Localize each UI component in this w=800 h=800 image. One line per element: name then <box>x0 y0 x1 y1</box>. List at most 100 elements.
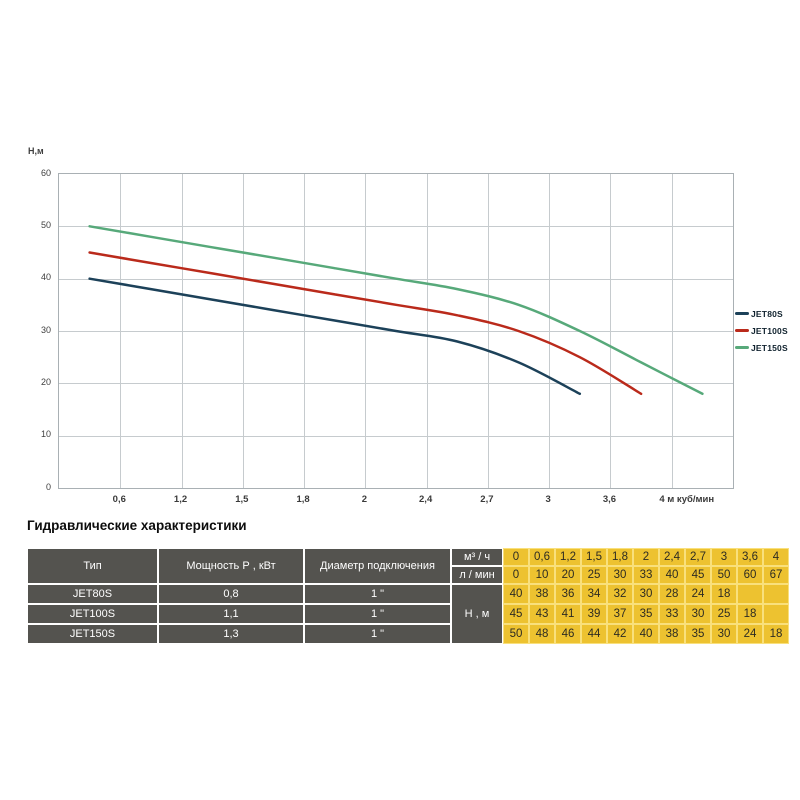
v-gridline <box>120 174 122 488</box>
v-gridline <box>549 174 551 488</box>
flow-lmin-value: 45 <box>686 567 710 583</box>
legend-line-swatch <box>735 345 749 350</box>
x-tick-label: 1,8 <box>296 494 310 505</box>
pump-power: 1,3 <box>159 625 303 643</box>
legend-line-swatch <box>735 328 749 333</box>
pump-diameter: 1 " <box>305 625 450 643</box>
chart-legend: JET80S JET100S JET150S <box>735 305 788 356</box>
head-value: 34 <box>582 585 606 603</box>
head-value: 33 <box>660 605 684 623</box>
flow-unit-lmin: л / мин <box>452 567 502 583</box>
head-value <box>738 585 762 603</box>
x-tick-label: 0,6 <box>112 494 126 505</box>
pump-type: JET80S <box>28 585 157 603</box>
v-gridline <box>304 174 306 488</box>
pump-power: 1,1 <box>159 605 303 623</box>
pump-diameter: 1 " <box>305 605 450 623</box>
h-gridline <box>59 435 733 437</box>
table-header-row-2: л / мин 0 10 20 25 30 33 40 45 50 60 67 <box>28 567 788 583</box>
y-tick-label: 60 <box>40 167 51 178</box>
y-tick-label: 50 <box>40 219 51 230</box>
head-value: 30 <box>634 585 658 603</box>
head-value: 18 <box>764 625 788 643</box>
legend-line-swatch <box>735 311 749 316</box>
flow-lmin-value: 33 <box>634 567 658 583</box>
flow-m3h-value: 0 <box>504 549 528 565</box>
flow-lmin-value: 60 <box>738 567 762 583</box>
flow-lmin-value: 0 <box>504 567 528 583</box>
flow-m3h-value: 1,2 <box>556 549 580 565</box>
v-gridline <box>365 174 367 488</box>
head-value <box>764 605 788 623</box>
col-header-diameter: Диаметр подключения <box>305 549 450 583</box>
flow-m3h-value: 4 <box>764 549 788 565</box>
head-value: 25 <box>712 605 736 623</box>
col-header-power: Мощность Р , кВт <box>159 549 303 583</box>
head-value: 37 <box>608 605 632 623</box>
h-gridline <box>59 383 733 385</box>
head-value: 28 <box>660 585 684 603</box>
v-gridline <box>426 174 428 488</box>
pump-diameter: 1 " <box>305 585 450 603</box>
flow-lmin-value: 20 <box>556 567 580 583</box>
plot-area <box>58 173 734 489</box>
flow-m3h-value: 1,5 <box>582 549 606 565</box>
v-gridline <box>610 174 612 488</box>
pump-power: 0,8 <box>159 585 303 603</box>
head-value: 44 <box>582 625 606 643</box>
legend-item-jet80s: JET80S <box>735 305 788 322</box>
head-value: 24 <box>738 625 762 643</box>
flow-lmin-value: 25 <box>582 567 606 583</box>
head-value: 41 <box>556 605 580 623</box>
table-header-row-1: Тип Мощность Р , кВт Диаметр подключения м³… <box>28 549 788 583</box>
v-gridline <box>487 174 489 488</box>
x-tick-label: 1,5 <box>235 494 249 505</box>
head-value: 35 <box>634 605 658 623</box>
x-tick-label: 3 <box>545 494 551 505</box>
head-value: 18 <box>738 605 762 623</box>
v-gridline <box>242 174 244 488</box>
x-tick-label: 2,4 <box>419 494 433 505</box>
flow-lmin-value: 10 <box>530 567 554 583</box>
flow-lmin-value: 50 <box>712 567 736 583</box>
flow-lmin-value: 67 <box>764 567 788 583</box>
head-value <box>764 585 788 603</box>
head-value: 45 <box>504 605 528 623</box>
flow-m3h-value: 2 <box>634 549 658 565</box>
x-tick-label: 2 <box>361 494 367 505</box>
flow-m3h-value: 0,6 <box>530 549 554 565</box>
legend-item-jet150s: JET150S <box>735 339 788 356</box>
flow-m3h-value: 3,6 <box>738 549 762 565</box>
head-value: 42 <box>608 625 632 643</box>
head-value: 39 <box>582 605 606 623</box>
x-tick-label: 1,2 <box>173 494 188 505</box>
y-tick-label: 30 <box>40 324 51 335</box>
head-value: 40 <box>634 625 658 643</box>
head-value: 18 <box>712 585 736 603</box>
curve-jet150s <box>88 225 704 396</box>
pump-type: JET100S <box>28 605 157 623</box>
table-row-jet100s: JET100S 1,1 1 " 45 43 41 39 37 35 33 30 25 18 <box>28 605 788 623</box>
head-value: 46 <box>556 625 580 643</box>
flow-m3h-value: 2,4 <box>660 549 684 565</box>
table-row-jet150s: JET150S 1,3 1 " 50 48 46 44 42 40 38 35 30 24 18 <box>28 625 788 643</box>
y-tick-label: 20 <box>40 376 51 387</box>
head-value: 32 <box>608 585 632 603</box>
hydraulic-characteristics-table: Тип Мощность Р , кВт Диаметр подключения м³… <box>26 547 790 645</box>
x-tick-label: 4 м куб/мин <box>659 494 715 505</box>
v-gridline <box>181 174 183 488</box>
head-value: 35 <box>686 625 710 643</box>
y-axis-title: Н,м <box>28 146 44 156</box>
x-tick-label: 3,6 <box>602 494 617 505</box>
y-tick-label: 0 <box>45 481 51 492</box>
legend-label: JET80S <box>751 308 783 319</box>
head-value: 38 <box>530 585 554 603</box>
h-gridline <box>59 226 733 228</box>
head-value: 38 <box>660 625 684 643</box>
head-value: 50 <box>504 625 528 643</box>
col-header-type: Тип <box>28 549 157 583</box>
head-unit-label: Н , м <box>452 585 502 643</box>
v-gridline <box>671 174 673 488</box>
pump-type: JET150S <box>28 625 157 643</box>
